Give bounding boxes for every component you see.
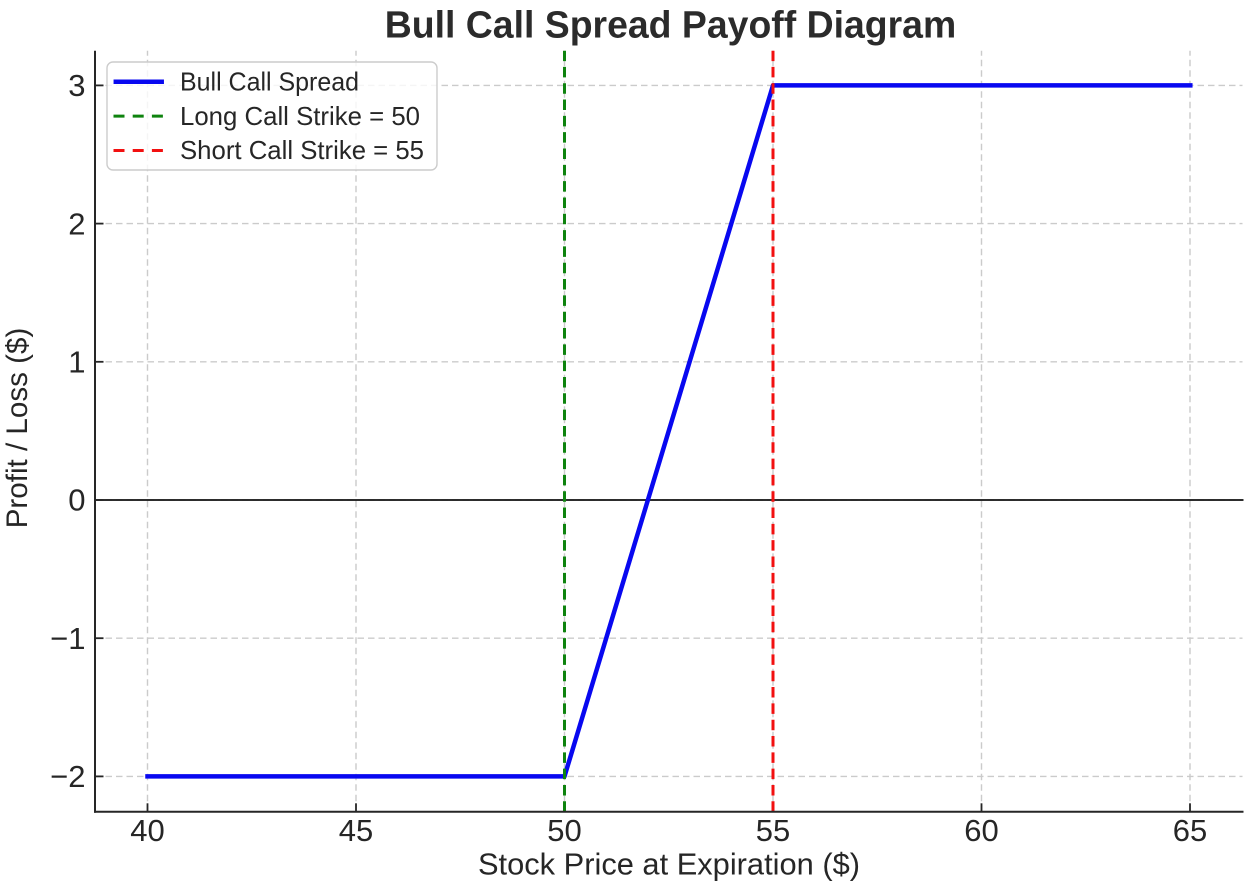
svg-text:Bull Call Spread: Bull Call Spread <box>180 67 359 97</box>
svg-text:40: 40 <box>130 813 164 848</box>
svg-text:2: 2 <box>68 206 85 241</box>
svg-text:−2: −2 <box>50 759 85 794</box>
svg-text:3: 3 <box>68 68 85 103</box>
svg-text:65: 65 <box>1173 813 1207 848</box>
svg-text:−1: −1 <box>50 621 85 656</box>
svg-text:Profit / Loss ($): Profit / Loss ($) <box>1 328 34 529</box>
svg-text:1: 1 <box>68 345 85 380</box>
svg-text:55: 55 <box>756 813 790 848</box>
svg-text:45: 45 <box>339 813 373 848</box>
svg-text:Short Call Strike = 55: Short Call Strike = 55 <box>180 135 424 165</box>
svg-text:50: 50 <box>547 813 581 848</box>
svg-text:0: 0 <box>68 483 85 518</box>
svg-text:60: 60 <box>964 813 998 848</box>
svg-text:Bull Call Spread Payoff Diagra: Bull Call Spread Payoff Diagram <box>385 5 957 47</box>
svg-text:Stock Price at Expiration ($): Stock Price at Expiration ($) <box>478 846 860 881</box>
svg-text:Long Call Strike = 50: Long Call Strike = 50 <box>180 101 420 131</box>
